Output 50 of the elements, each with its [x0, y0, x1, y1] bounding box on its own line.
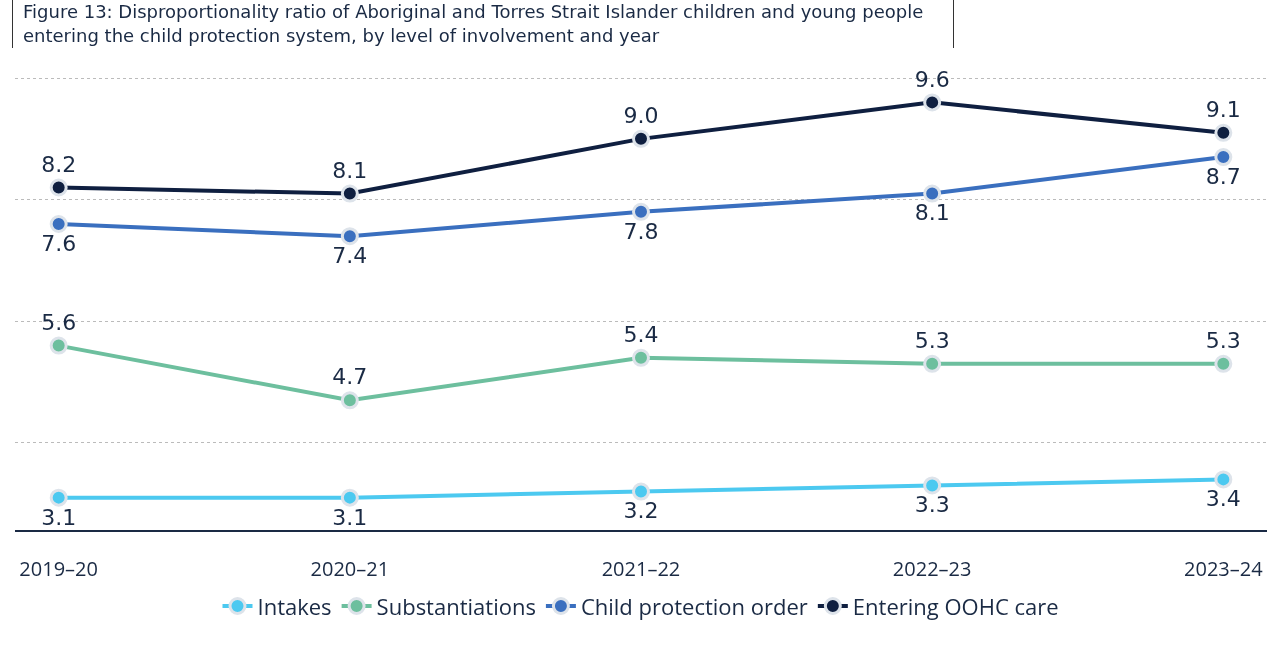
x-tick-label: 2021–22: [601, 555, 681, 582]
data-label: 5.3: [1205, 327, 1241, 353]
point: [632, 482, 650, 501]
data-label: 5.4: [623, 321, 659, 347]
data-label: 4.7: [332, 364, 368, 390]
point: [632, 202, 650, 221]
point: [49, 178, 68, 197]
data-label: 3.3: [914, 492, 950, 518]
data-label: 8.2: [41, 151, 77, 177]
legend-label: Entering OOHC care: [852, 590, 1059, 621]
x-tick-label: 2020–21: [310, 555, 390, 582]
x-tick-label: 2023–24: [1184, 555, 1264, 582]
legend-label: Child protection order: [580, 590, 808, 621]
data-label: 5.3: [914, 327, 950, 353]
data-label: 3.4: [1205, 486, 1241, 512]
point: [340, 488, 359, 507]
data-label: 7.8: [623, 218, 659, 244]
data-label: 3.1: [41, 504, 77, 530]
data-label: 5.6: [41, 309, 77, 335]
x-tick-label: 2019–20: [19, 555, 98, 582]
point: [340, 227, 359, 246]
point: [1214, 470, 1233, 489]
point: [340, 184, 359, 203]
point: [632, 348, 650, 367]
data-label: 9.1: [1205, 96, 1241, 122]
data-label: 8.1: [332, 157, 368, 183]
chart-title: Figure 13: Disproportionality ratio of Aboriginal and Torres Strait Islander children and young people entering the child protection system, by level of involvement and year: [12, 0, 954, 48]
point: [49, 214, 68, 233]
data-label: 9.0: [623, 102, 659, 128]
x-tick-label: 2022–23: [892, 555, 972, 582]
data-label: 9.6: [914, 66, 950, 92]
point: [49, 336, 68, 355]
point: [632, 129, 650, 148]
data-label: 3.2: [623, 498, 659, 524]
point: [340, 391, 359, 410]
point: [923, 184, 942, 203]
data-label: 7.4: [332, 243, 368, 269]
point: [1214, 354, 1233, 373]
point: [923, 93, 942, 112]
data-label: 8.7: [1205, 163, 1241, 189]
legend-label: Intakes: [257, 590, 332, 621]
legend-label: Substantiations: [376, 590, 536, 621]
point: [923, 354, 942, 373]
data-label: 3.1: [332, 504, 368, 530]
data-label: 7.6: [41, 230, 77, 256]
point: [1214, 148, 1233, 167]
point: [1214, 123, 1233, 142]
point: [49, 488, 68, 507]
point: [923, 476, 942, 495]
data-label: 8.1: [914, 200, 950, 226]
